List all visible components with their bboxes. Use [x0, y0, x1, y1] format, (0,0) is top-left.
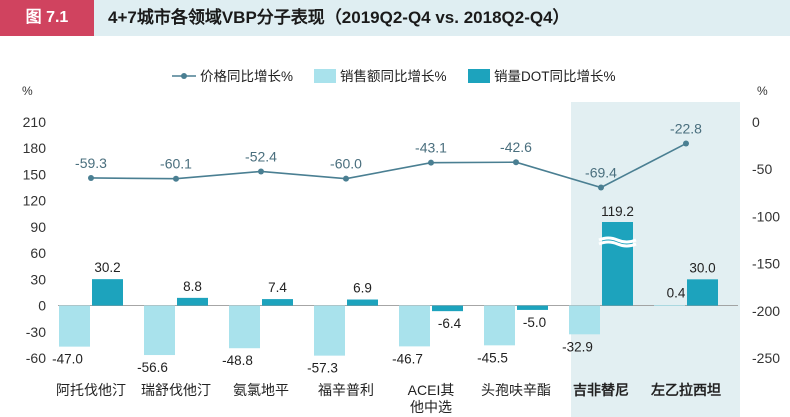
dot-bar: [602, 222, 633, 306]
dot-bar: [432, 305, 463, 312]
price-point: [428, 159, 434, 166]
sales-value-label: -47.0: [52, 352, 83, 367]
category-label: 吉非替尼: [573, 382, 629, 398]
left-tick-label: 90: [30, 219, 46, 235]
category-label: 阿托伐他汀: [56, 382, 126, 398]
category-label: 他中选: [410, 399, 452, 415]
price-point: [173, 175, 179, 182]
price-point: [513, 159, 519, 166]
category-label: 氨氯地平: [233, 382, 289, 398]
sales-value-label: -48.8: [222, 353, 253, 368]
price-value-label: -22.8: [670, 121, 702, 137]
sales-bar: [484, 305, 515, 346]
dot-value-label: 7.4: [268, 280, 287, 295]
dot-bar: [517, 305, 548, 310]
dot-bar: [347, 299, 378, 306]
price-value-label: -59.3: [75, 155, 107, 171]
legend-label-dot: 销量DOT同比增长%: [494, 69, 616, 84]
category-label: 左乙拉西坦: [650, 382, 721, 398]
left-tick-label: 150: [23, 166, 47, 182]
category-label: 福辛普利: [318, 382, 374, 398]
sales-value-label: -57.3: [307, 361, 338, 376]
category-label: ACEI其: [408, 382, 455, 398]
dot-value-label: 30.2: [94, 260, 120, 275]
price-value-label: -52.4: [245, 148, 277, 164]
highlight-panel: [571, 102, 740, 417]
left-tick-label: 30: [30, 271, 46, 287]
sales-value-label: -46.7: [392, 351, 423, 366]
price-point: [258, 168, 264, 175]
sales-value-label: 0.4: [667, 286, 686, 301]
figure-label: 图 7.1: [0, 0, 94, 36]
legend-label-sales: 销售额同比增长%: [340, 69, 447, 84]
sales-bar: [59, 305, 90, 347]
sales-bar: [399, 305, 430, 347]
category-label: 头孢呋辛酯: [481, 382, 551, 398]
dot-bar: [177, 297, 208, 306]
dot-bar: [687, 279, 718, 306]
price-value-label: -43.1: [415, 140, 447, 156]
sales-bar: [654, 305, 685, 307]
price-line: [90, 142, 687, 189]
right-axis-unit: %: [757, 84, 768, 98]
legend-swatch-dot: [468, 69, 490, 83]
sales-value-label: -56.6: [137, 360, 168, 375]
legend-label-price: 价格同比增长%: [200, 69, 293, 84]
sales-bar: [314, 305, 345, 356]
price-point: [88, 174, 94, 181]
price-value-label: -69.4: [585, 165, 617, 181]
dot-value-label: 8.8: [183, 279, 202, 294]
price-value-label: -60.1: [160, 156, 192, 172]
price-value-label: -42.6: [500, 139, 532, 155]
dot-value-label: -6.4: [438, 316, 462, 331]
right-tick-label: -100: [752, 208, 780, 224]
category-label: 瑞舒伐他汀: [141, 382, 211, 398]
dot-value-label: 119.2: [601, 204, 634, 219]
dot-bar: [92, 279, 123, 306]
chart-title: 4+7城市各领域VBP分子表现（2019Q2-Q4 vs. 2018Q2-Q4）: [108, 8, 570, 27]
left-tick-label: 60: [30, 245, 46, 261]
price-point: [598, 184, 604, 191]
axis-break-mark: [598, 236, 637, 244]
dot-value-label: -5.0: [523, 315, 546, 330]
axis-break-mark: [598, 240, 637, 248]
left-tick-label: 210: [23, 114, 47, 130]
left-tick-label: -30: [26, 324, 46, 340]
left-tick-label: 120: [23, 193, 47, 209]
sales-value-label: -32.9: [562, 339, 593, 354]
sales-value-label: -45.5: [477, 350, 508, 365]
left-tick-label: 0: [38, 298, 46, 314]
legend-swatch-sales: [314, 69, 336, 83]
left-axis-unit: %: [22, 84, 33, 98]
left-tick-label: -60: [26, 350, 46, 366]
dot-value-label: 30.0: [689, 260, 715, 275]
header-bar: 图 7.1 4+7城市各领域VBP分子表现（2019Q2-Q4 vs. 2018…: [0, 0, 790, 36]
price-value-label: -60.0: [330, 156, 362, 172]
sales-bar: [569, 305, 600, 335]
price-point: [683, 140, 689, 147]
right-tick-label: -250: [752, 350, 780, 366]
price-point: [343, 175, 349, 182]
right-tick-label: -50: [752, 161, 772, 177]
left-tick-label: 180: [23, 140, 47, 156]
right-tick-label: -150: [752, 256, 780, 272]
dot-value-label: 6.9: [353, 281, 372, 296]
right-tick-label: 0: [752, 114, 760, 130]
legend-marker-price: [181, 73, 187, 79]
sales-bar: [229, 305, 260, 349]
sales-bar: [144, 305, 175, 356]
dot-bar: [262, 299, 293, 306]
right-tick-label: -200: [752, 303, 780, 319]
